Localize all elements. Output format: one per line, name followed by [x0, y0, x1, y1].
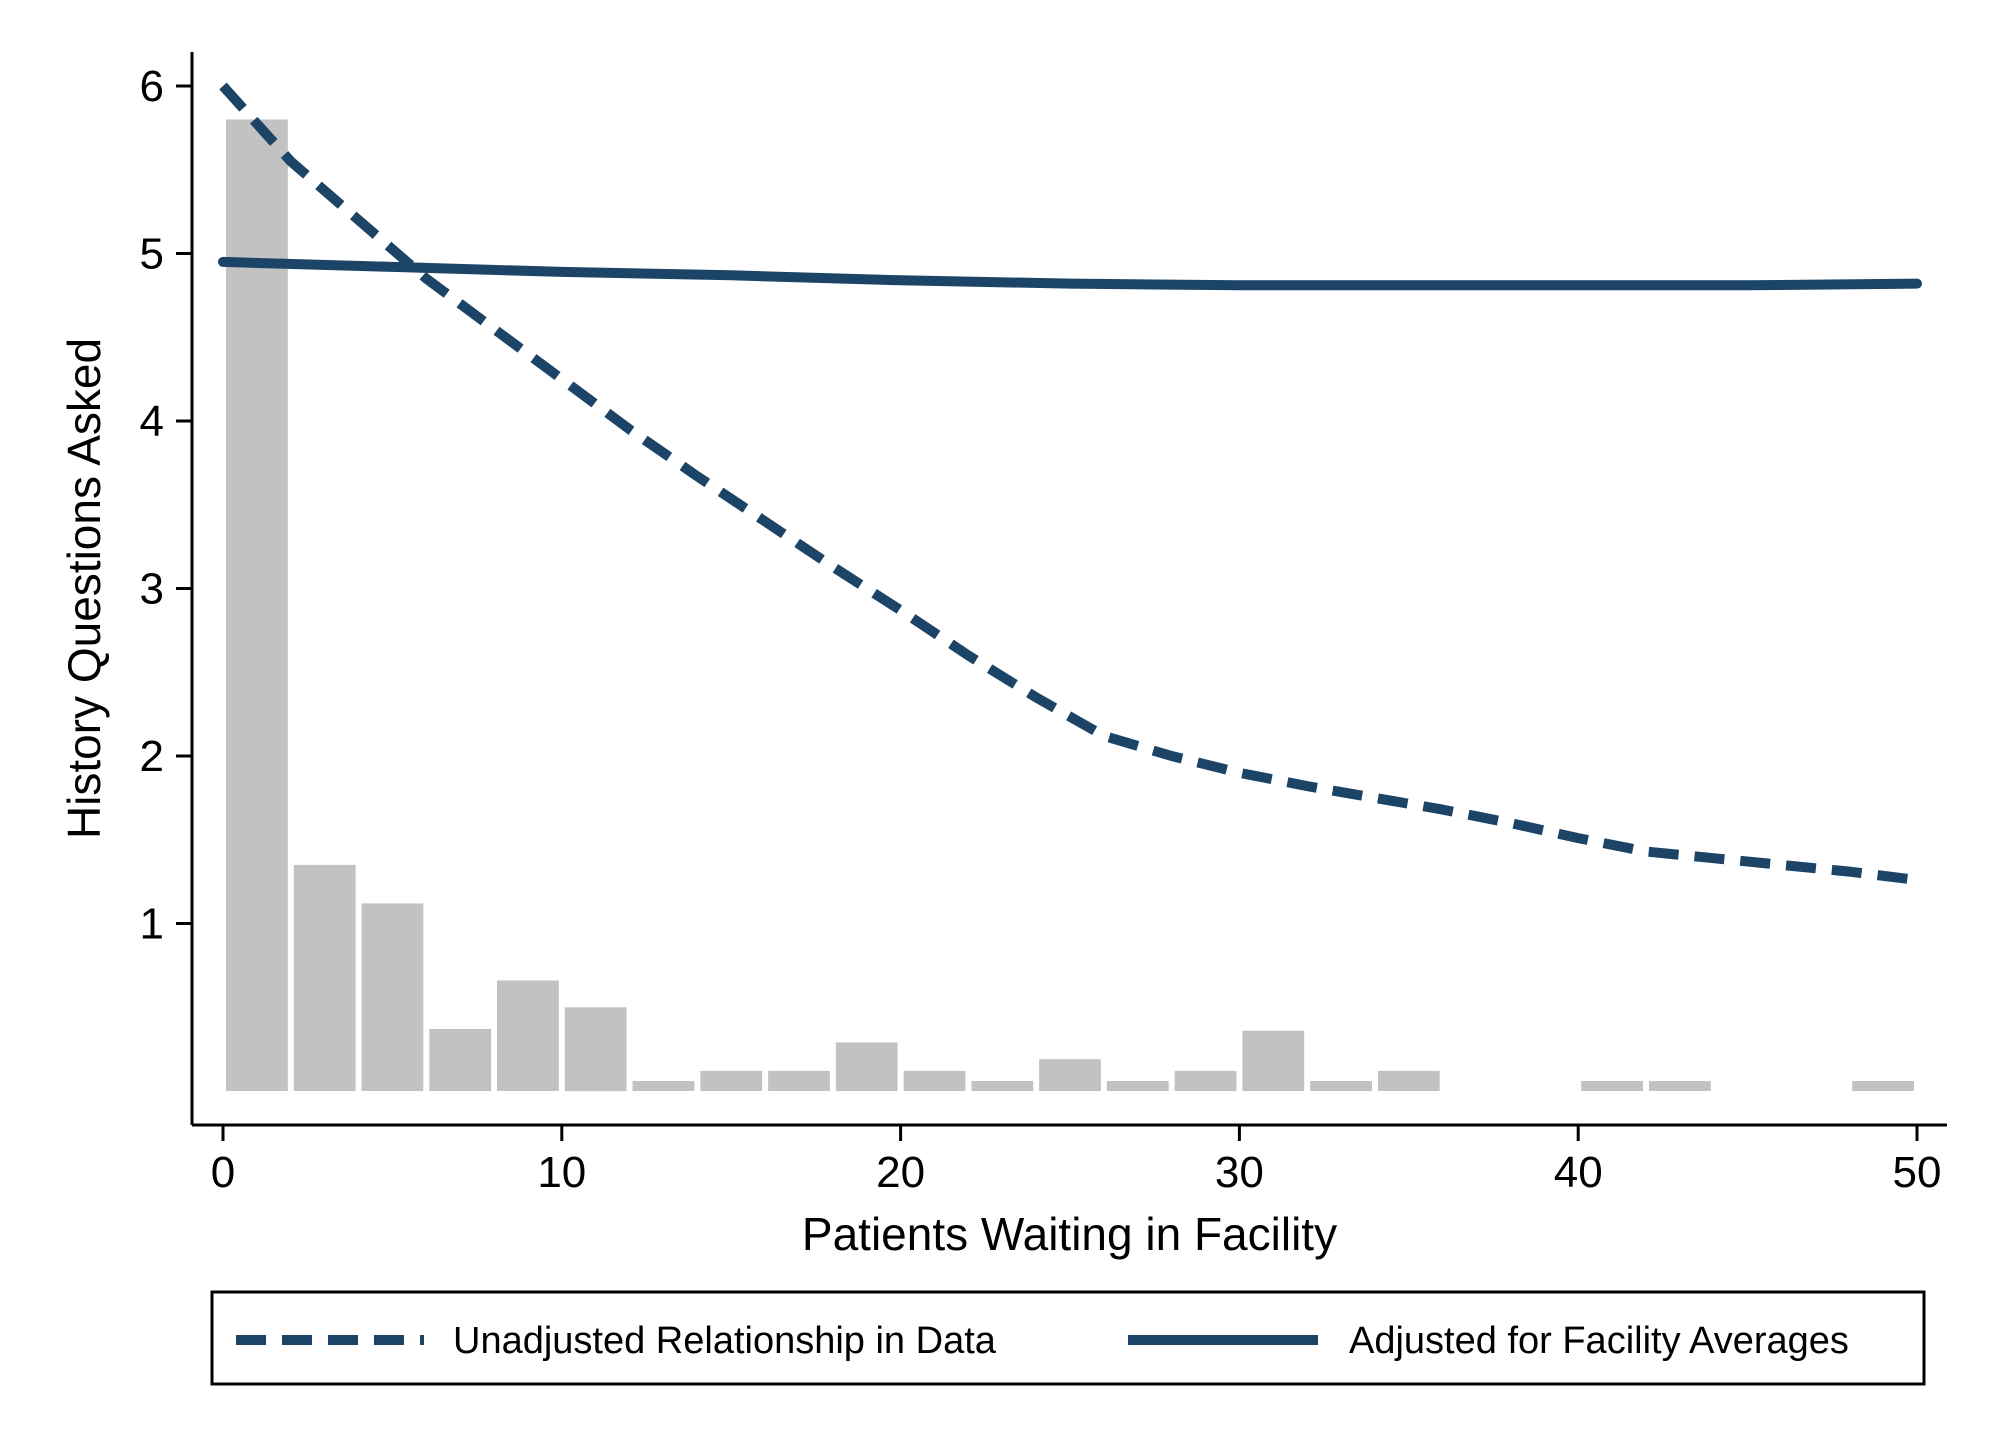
- series-lines: [218, 82, 1922, 885]
- histogram-bars: [226, 119, 1914, 1092]
- histogram-bar: [1106, 1081, 1169, 1091]
- y-axis-title: History Questions Asked: [58, 338, 110, 839]
- axes: 1 2 3 4 5 6 0 10 20 30 40 50: [140, 52, 1947, 1197]
- legend-label-unadjusted: Unadjusted Relationship in Data: [453, 1320, 997, 1362]
- histogram-bar: [1852, 1081, 1914, 1091]
- histogram-bar: [632, 1081, 695, 1091]
- x-tick-label: 40: [1554, 1148, 1603, 1197]
- histogram-bar: [835, 1042, 898, 1091]
- histogram-bar: [1039, 1059, 1101, 1091]
- histogram-bar: [226, 119, 288, 1091]
- y-tick-label: 2: [140, 732, 164, 781]
- histogram-bar: [700, 1070, 763, 1091]
- x-tick-label: 10: [537, 1148, 586, 1197]
- histogram-bar: [971, 1081, 1034, 1091]
- histogram-bar: [497, 980, 559, 1091]
- histogram-bar: [1310, 1081, 1372, 1091]
- x-tick-label: 30: [1215, 1148, 1264, 1197]
- histogram-bar: [903, 1070, 966, 1091]
- series-line-adjusted: [218, 256, 1922, 291]
- legend-label-adjusted: Adjusted for Facility Averages: [1349, 1320, 1849, 1362]
- y-tick-label: 3: [140, 565, 164, 614]
- x-axis-title: Patients Waiting in Facility: [802, 1208, 1337, 1260]
- y-tick-label: 5: [140, 230, 164, 279]
- histogram-bar: [768, 1070, 830, 1091]
- x-tick-label: 0: [211, 1148, 235, 1197]
- series-line-unadjusted: [219, 82, 1918, 885]
- histogram-bar: [1581, 1081, 1643, 1091]
- histogram-bar: [429, 1029, 492, 1091]
- y-tick-label: 6: [140, 62, 164, 111]
- legend-box: [210, 1290, 1926, 1386]
- x-tick-label: 50: [1893, 1148, 1942, 1197]
- histogram-bar: [1242, 1030, 1305, 1091]
- histogram-bar: [564, 1007, 627, 1092]
- legend: Unadjusted Relationship in Data Adjusted…: [210, 1290, 1926, 1386]
- x-tick-label: 20: [876, 1148, 925, 1197]
- histogram-bar: [1377, 1070, 1440, 1091]
- y-tick-label: 1: [140, 900, 164, 949]
- y-tick-label: 4: [140, 397, 164, 446]
- histogram-bar: [1174, 1070, 1237, 1091]
- histogram-bar: [1649, 1081, 1711, 1091]
- histogram-bar: [361, 903, 424, 1091]
- histogram-bar: [293, 864, 356, 1091]
